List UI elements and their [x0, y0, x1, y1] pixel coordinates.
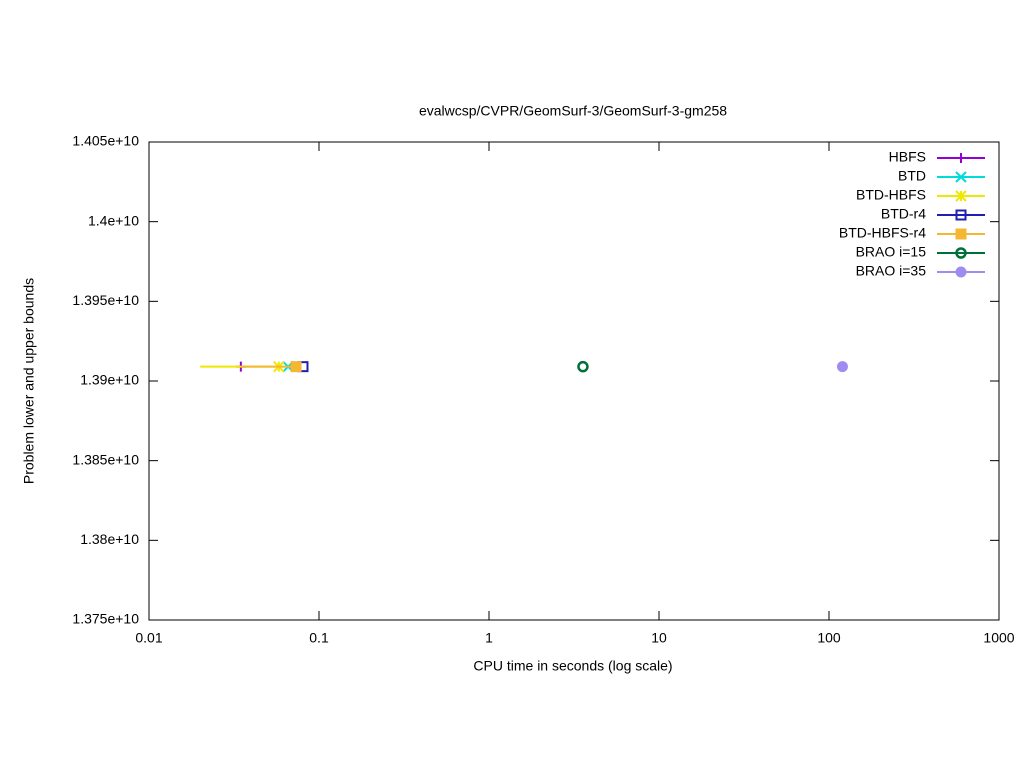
legend-label: BRAO i=35 [856, 263, 927, 279]
legend-label: BTD-r4 [881, 206, 926, 222]
legend-label: BTD [898, 168, 926, 184]
legend-label: BRAO i=15 [856, 244, 927, 260]
y-tick-label: 1.395e+10 [72, 292, 139, 308]
x-tick-label: 100 [817, 630, 841, 646]
x-tick-label: 1 [485, 630, 493, 646]
y-tick-label: 1.38e+10 [80, 531, 139, 547]
legend-label: BTD-HBFS-r4 [839, 225, 926, 241]
chart-title: evalwcsp/CVPR/GeomSurf-3/GeomSurf-3-gm25… [419, 103, 727, 119]
x-tick-label: 0.1 [309, 630, 329, 646]
data-point [577, 360, 589, 373]
x-tick-label: 1000 [983, 630, 1014, 646]
data-point [836, 361, 848, 373]
y-tick-label: 1.375e+10 [72, 611, 139, 627]
x-tick-label: 10 [651, 630, 667, 646]
legend-marker [955, 171, 967, 183]
x-tick-label: 0.01 [135, 630, 162, 646]
y-tick-label: 1.385e+10 [72, 451, 139, 467]
legend-marker [955, 228, 967, 240]
y-tick-label: 1.4e+10 [88, 212, 139, 228]
legend-marker [955, 247, 967, 259]
legend-marker [956, 153, 966, 163]
legend-label: BTD-HBFS [856, 187, 926, 203]
y-tick-label: 1.39e+10 [80, 372, 139, 388]
legend-marker [955, 266, 967, 278]
data-point [290, 361, 302, 373]
plot-frame [148, 141, 1000, 621]
legend-marker [955, 190, 967, 202]
y-tick-label: 1.405e+10 [72, 133, 139, 149]
y-axis-label: Problem lower and upper bounds [21, 278, 37, 484]
x-axis-label: CPU time in seconds (log scale) [473, 658, 672, 674]
legend-label: HBFS [889, 149, 926, 165]
legend-marker [955, 209, 967, 221]
